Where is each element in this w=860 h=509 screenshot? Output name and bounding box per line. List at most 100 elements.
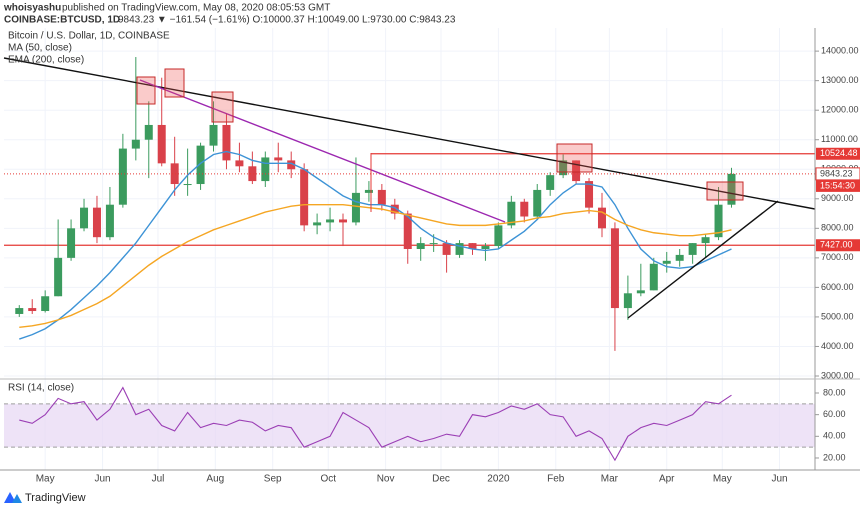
candle-body (222, 124, 231, 161)
x-tick-label: Apr (659, 474, 675, 485)
candle-body (209, 124, 218, 146)
candle-body (455, 243, 464, 255)
y-tick-label: 4000.00 (821, 341, 854, 351)
highlight-box (706, 181, 744, 201)
y-tick-label: 14000.00 (821, 45, 859, 55)
candle-body (261, 157, 270, 182)
brand-logo: TradingView (4, 492, 86, 504)
candle-body (675, 254, 684, 261)
indicator-line (19, 150, 732, 340)
candle-body (274, 157, 283, 161)
candle-body (157, 124, 166, 164)
highlight-box (211, 91, 234, 123)
x-tick-label: May (36, 474, 55, 485)
rsi-legend: RSI (14, close) (8, 383, 74, 394)
axes: May Jun Jul Aug Sep Oct Nov Dec 2020 Feb Mar Apr May… (0, 28, 860, 485)
rsi-band (4, 403, 815, 448)
y-tick-label: 7000.00 (821, 252, 854, 262)
candle-body (339, 219, 348, 223)
candle-body (610, 228, 619, 309)
candle-body (442, 243, 451, 255)
y-tick-label: 6000.00 (821, 282, 854, 292)
logo-mark (12, 494, 22, 503)
countdown: 15:54:30 (820, 180, 855, 190)
candle-body (416, 243, 425, 249)
drawings (3, 57, 815, 319)
candle-body (131, 139, 140, 149)
candle-body (585, 181, 594, 208)
x-tick-label: Jun (94, 474, 110, 485)
rsi-tick-label: 80.00 (823, 387, 846, 397)
x-tick-label: Oct (320, 474, 336, 485)
candle-body (494, 225, 503, 247)
candle-body (364, 189, 373, 193)
x-tick-label: Mar (601, 474, 619, 485)
x-tick-label: Jul (152, 474, 165, 485)
rsi-tick-label: 20.00 (823, 452, 846, 462)
legend-entry: MA (50, close) (8, 43, 72, 54)
y-tick-label: 3000.00 (821, 370, 854, 380)
candle-body (403, 213, 412, 249)
candle-body (118, 148, 127, 205)
candle-body (623, 293, 632, 309)
candle-body (390, 204, 399, 214)
candle-body (144, 124, 153, 140)
y-tick-label: 11000.00 (821, 134, 858, 144)
candle-body (300, 169, 309, 226)
candle-body (235, 160, 244, 167)
candle-body (15, 308, 24, 314)
candle-body (287, 160, 296, 170)
x-tick-label: Feb (547, 474, 565, 485)
countdown-box (816, 179, 860, 192)
logo-mark (4, 492, 16, 503)
price-pane (4, 57, 815, 351)
x-tick-label: Aug (206, 474, 224, 485)
rsi-tick-label: 40.00 (823, 431, 846, 441)
rsi-pane (4, 386, 815, 462)
highlight-box (136, 76, 156, 105)
candle-body (80, 207, 89, 229)
x-tick-label: Sep (264, 474, 282, 485)
price-label: 7427.00 (820, 240, 853, 250)
price-label-box (816, 147, 860, 160)
candle-body (41, 296, 50, 312)
candle-body (248, 166, 257, 182)
highlight-box (556, 143, 593, 173)
candle-body (28, 308, 37, 312)
candle-body (546, 175, 555, 190)
y-tick-label: 8000.00 (821, 223, 854, 233)
legend-title: Bitcoin / U.S. Dollar, 1D, COINBASE (8, 31, 170, 42)
trend-line (627, 200, 779, 319)
x-tick-label: Nov (377, 474, 395, 485)
x-tick-label: 2020 (487, 474, 510, 485)
candle-body (351, 192, 360, 223)
x-tick-label: May (713, 474, 732, 485)
publish-info: published on TradingView.com, May 08, 20… (62, 3, 330, 14)
candle-body (636, 290, 645, 294)
y-tick-label: 12000.00 (821, 105, 859, 115)
highlight-box (164, 68, 185, 98)
price-label: 10524.48 (820, 148, 858, 158)
price-label-box (816, 239, 860, 252)
candle-body (507, 201, 516, 226)
candle-body (597, 207, 606, 229)
author: whoisyashu (3, 3, 61, 14)
candle-body (170, 163, 179, 185)
candle-body (326, 219, 335, 223)
candle-body (54, 257, 63, 297)
candle-body (196, 145, 205, 185)
rsi-tick-label: 60.00 (823, 409, 846, 419)
candle-body (92, 207, 101, 238)
y-tick-label: 13000.00 (821, 75, 859, 85)
candle-body (429, 243, 438, 245)
candle-body (688, 243, 697, 255)
candle-body (520, 201, 529, 217)
candle-body (714, 204, 723, 238)
candle-body (183, 184, 192, 186)
legend: Bitcoin / U.S. Dollar, 1D, COINBASE MA (… (8, 31, 170, 394)
y-tick-label: 9000.00 (821, 193, 854, 203)
y-tick-label: 5000.00 (821, 311, 854, 321)
candle-body (649, 263, 658, 291)
